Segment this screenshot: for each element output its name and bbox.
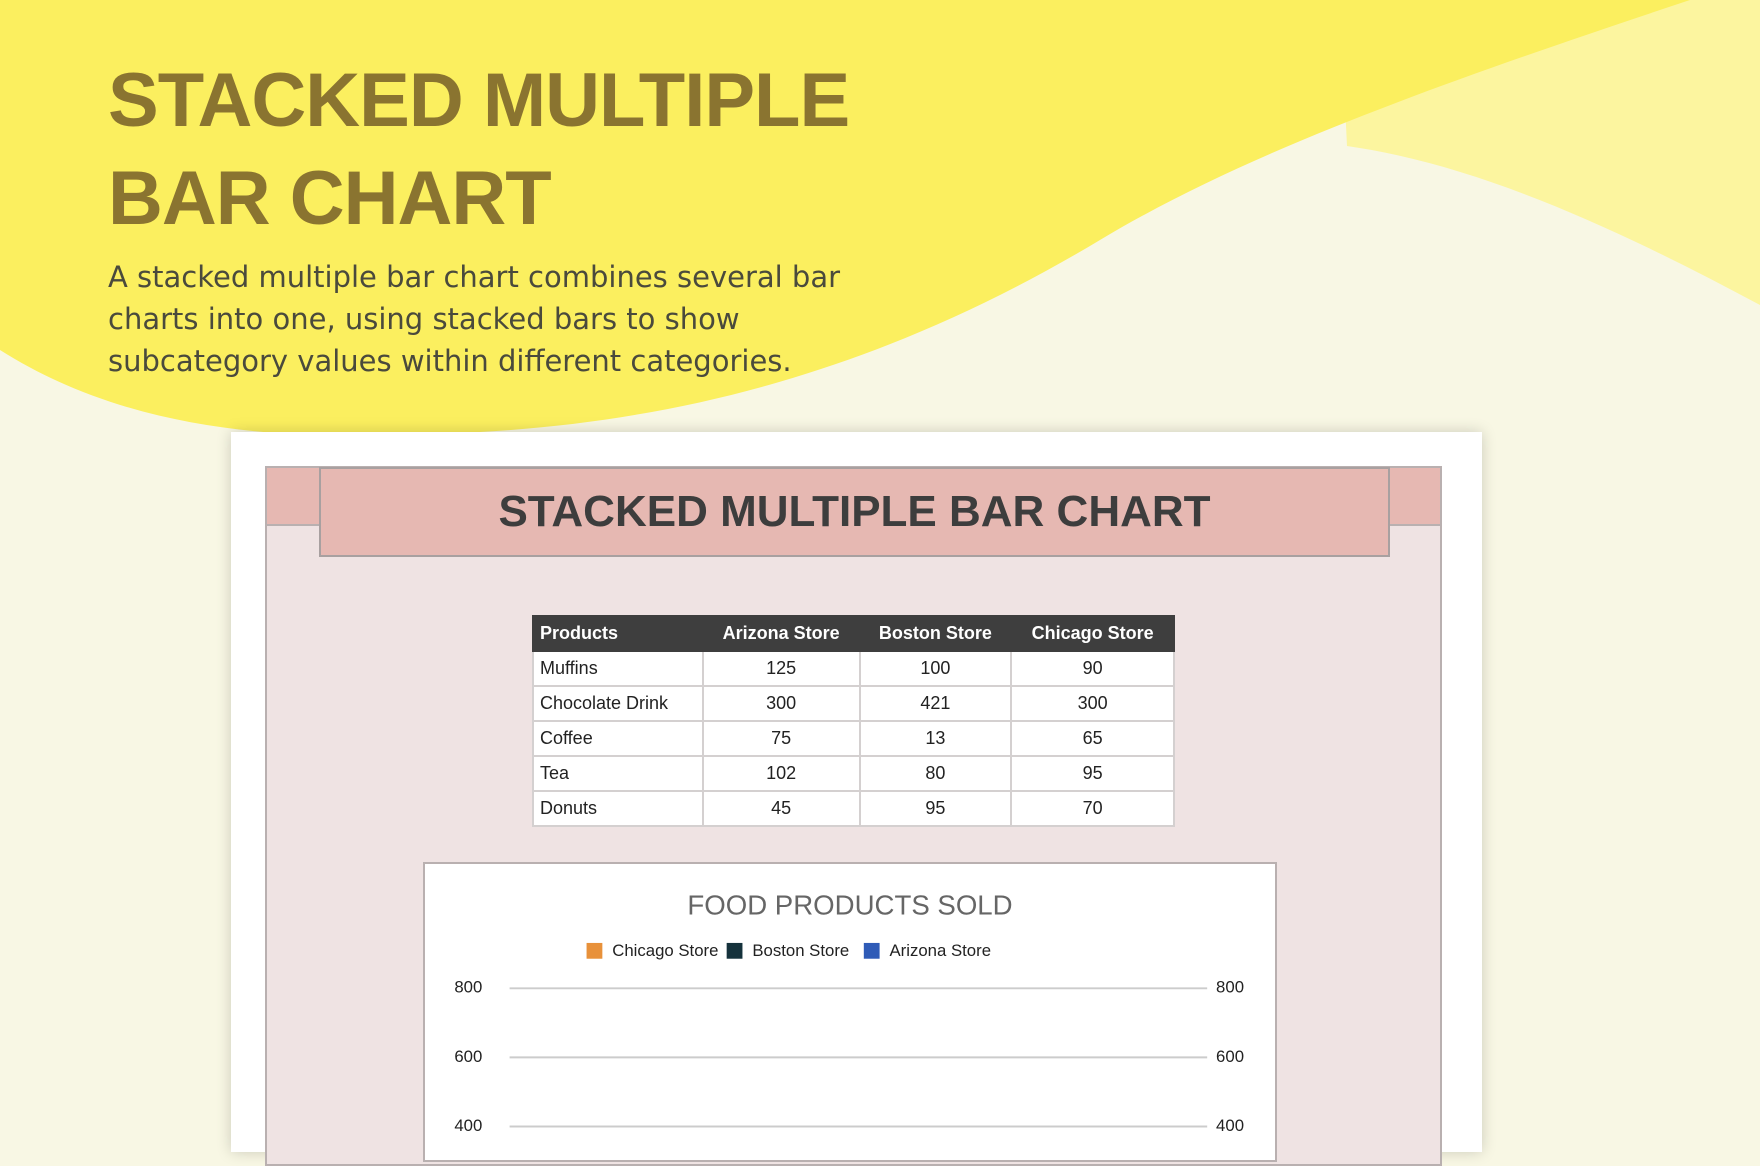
table-cell: 90 (1010, 650, 1175, 687)
y-tick-label: 400 (454, 1116, 482, 1135)
table-cell: 300 (1010, 685, 1175, 722)
table-row: Donuts 45 95 70 (532, 790, 1175, 827)
yellow-shape (0, 0, 1690, 436)
table-cell: 45 (701, 790, 861, 827)
legend-label: Boston Store (752, 941, 849, 960)
table-row: Tea 102 80 95 (532, 755, 1175, 792)
chart: FOOD PRODUCTS SOLD Chicago Store Boston S… (423, 862, 1277, 1162)
legend-swatch (586, 942, 603, 959)
column-header: Products (532, 615, 704, 652)
legend-swatch (726, 942, 743, 959)
y-tick-label: 600 (454, 1047, 482, 1066)
table-cell: 70 (1010, 790, 1175, 827)
column-header: Chicago Store (1010, 615, 1175, 652)
data-table: Products Arizona Store Boston Store Chicago… (532, 615, 1175, 827)
table-cell: 65 (1010, 720, 1175, 757)
table-row: Muffins 125 100 90 (532, 650, 1175, 687)
y-tick-label: 800 (454, 978, 482, 997)
page-title: STACKED MULTIPLE BAR CHART (108, 58, 850, 241)
table-cell: 95 (1010, 755, 1175, 792)
table-cell: 80 (858, 755, 1013, 792)
y2-tick-label: 400 (1216, 1116, 1244, 1135)
table-cell: 100 (858, 650, 1013, 687)
table-cell: 421 (858, 685, 1013, 722)
page-description: A stacked multiple bar chart combines se… (108, 260, 841, 378)
table-cell: Muffins (532, 650, 704, 687)
table-cell: 300 (701, 685, 861, 722)
legend-label: Arizona Store (889, 941, 991, 960)
table-cell: Coffee (532, 720, 704, 757)
background (0, 0, 1760, 436)
table-cell: Chocolate Drink (532, 685, 704, 722)
table-cell: 102 (701, 755, 861, 792)
table-cell: 125 (701, 650, 861, 687)
header-row: Products Arizona Store Boston Store Chicago… (532, 615, 1175, 652)
table-row: Coffee 75 13 65 (532, 720, 1175, 757)
table-row: Chocolate Drink 300 421 300 (532, 685, 1175, 722)
document-title: STACKED MULTIPLE BAR CHART (319, 467, 1390, 557)
table-cell: 95 (858, 790, 1013, 827)
table-cell: 75 (701, 720, 861, 757)
legend-swatch (863, 942, 880, 959)
y2-tick-label: 600 (1216, 1047, 1244, 1066)
table-cell: 13 (858, 720, 1013, 757)
legend-label: Chicago Store (612, 941, 718, 960)
column-header: Arizona Store (701, 615, 861, 652)
column-header: Boston Store (858, 615, 1013, 652)
table-cell: Donuts (532, 790, 704, 827)
y2-tick-label: 800 (1216, 978, 1244, 997)
chart-title: FOOD PRODUCTS SOLD (687, 890, 1012, 921)
table-cell: Tea (532, 755, 704, 792)
